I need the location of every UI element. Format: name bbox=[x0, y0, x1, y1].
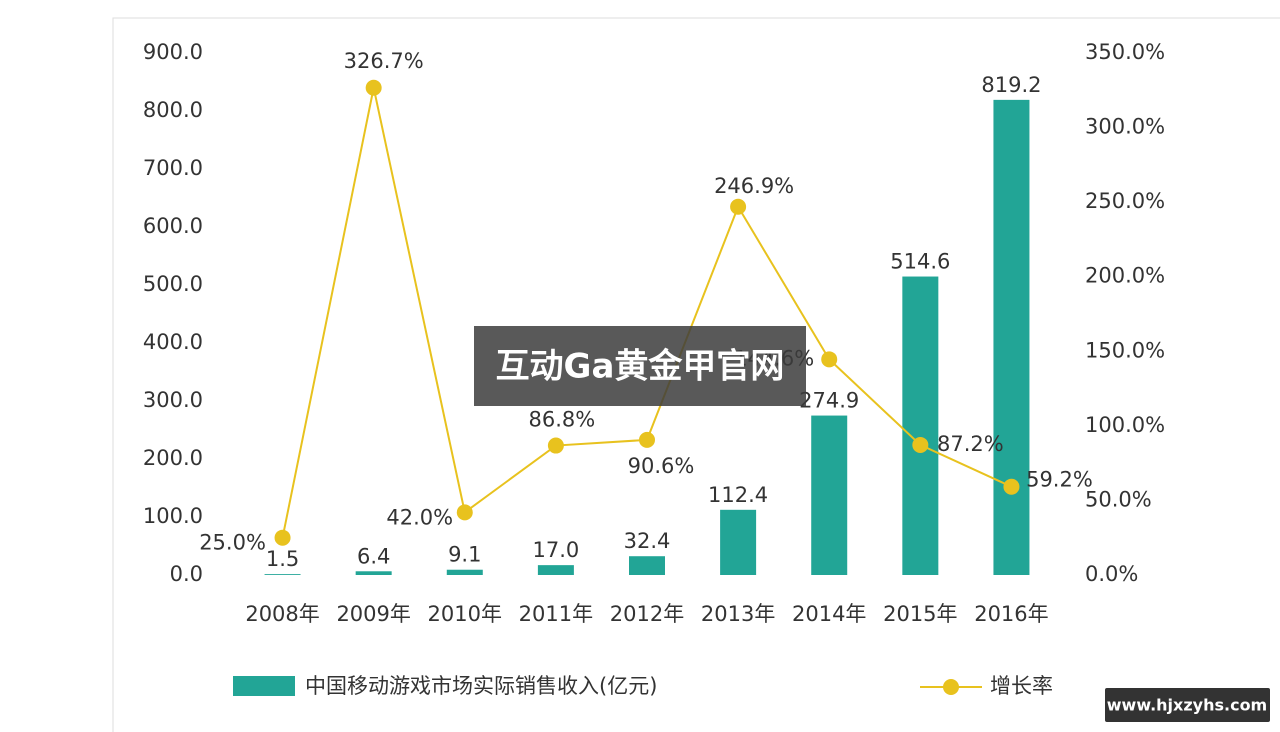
line-value-label: 246.9% bbox=[714, 174, 794, 198]
x-tick-label: 2014年 bbox=[792, 602, 866, 626]
overlay-box bbox=[474, 326, 806, 406]
y-tick-label: 400.0 bbox=[143, 330, 203, 354]
bar-value-label: 1.5 bbox=[266, 547, 299, 571]
overlay-text: 互动Ga黄金甲官网 bbox=[496, 347, 785, 387]
y2-tick-label: 100.0% bbox=[1085, 413, 1165, 437]
badge-box bbox=[1105, 688, 1270, 722]
bar bbox=[264, 574, 301, 575]
line-point bbox=[365, 79, 382, 96]
y-tick-label: 300.0 bbox=[143, 388, 203, 412]
line-point bbox=[821, 351, 838, 368]
bar bbox=[720, 509, 757, 575]
chart-frame bbox=[112, 17, 1280, 732]
line-point bbox=[912, 436, 929, 453]
line-point bbox=[547, 437, 564, 454]
y2-tick-label: 150.0% bbox=[1085, 338, 1165, 362]
x-tick-label: 2016年 bbox=[974, 602, 1048, 626]
x-tick-label: 2012年 bbox=[610, 602, 684, 626]
bar-value-label: 6.4 bbox=[357, 544, 390, 568]
legend-label: 增长率 bbox=[990, 674, 1053, 698]
y2-tick-label: 0.0% bbox=[1085, 562, 1138, 586]
y-tick-label: 700.0 bbox=[143, 156, 203, 180]
bar-value-label: 32.4 bbox=[624, 529, 671, 553]
y2-tick-label: 250.0% bbox=[1085, 189, 1165, 213]
y-tick-label: 100.0 bbox=[143, 504, 203, 528]
line-point bbox=[456, 504, 473, 521]
bar-value-label: 9.1 bbox=[448, 543, 481, 567]
bar-value-label: 17.0 bbox=[533, 538, 580, 562]
bar bbox=[811, 415, 848, 575]
line-value-label: 90.6% bbox=[628, 454, 695, 478]
bar-value-label: 112.4 bbox=[708, 483, 768, 507]
bar bbox=[993, 99, 1030, 575]
y-tick-label: 600.0 bbox=[143, 214, 203, 238]
bar bbox=[629, 556, 665, 575]
line-value-label: 59.2% bbox=[1026, 468, 1093, 492]
bar bbox=[355, 571, 392, 575]
badge-text: www.hjxzyhs.com bbox=[1107, 696, 1267, 715]
x-tick-label: 2009年 bbox=[336, 602, 410, 626]
bar bbox=[446, 569, 483, 575]
bar-value-label: 819.2 bbox=[981, 73, 1041, 97]
y2-tick-label: 350.0% bbox=[1085, 40, 1165, 64]
bar bbox=[902, 276, 939, 575]
line-value-label: 42.0% bbox=[386, 505, 453, 529]
bar-value-label: 274.9 bbox=[799, 389, 859, 413]
legend-swatch-marker bbox=[943, 679, 959, 695]
line-point bbox=[1003, 478, 1020, 495]
y-tick-label: 0.0 bbox=[170, 562, 203, 586]
y-tick-label: 200.0 bbox=[143, 446, 203, 470]
x-tick-label: 2015年 bbox=[883, 602, 957, 626]
y-tick-label: 500.0 bbox=[143, 272, 203, 296]
line-point bbox=[730, 198, 747, 215]
y-tick-label: 800.0 bbox=[143, 98, 203, 122]
bar-value-label: 514.6 bbox=[890, 250, 950, 274]
legend-swatch bbox=[233, 676, 295, 696]
y2-tick-label: 50.0% bbox=[1085, 487, 1152, 511]
y2-tick-label: 200.0% bbox=[1085, 264, 1165, 288]
x-tick-label: 2010年 bbox=[428, 602, 502, 626]
legend-label: 中国移动游戏市场实际销售收入(亿元) bbox=[305, 674, 657, 698]
line-point bbox=[639, 431, 655, 448]
bar bbox=[537, 565, 574, 575]
x-tick-label: 2008年 bbox=[245, 602, 319, 626]
y-tick-label: 900.0 bbox=[143, 40, 203, 64]
line-value-label: 326.7% bbox=[344, 49, 424, 73]
line-value-label: 25.0% bbox=[199, 531, 266, 555]
x-tick-label: 2013年 bbox=[701, 602, 775, 626]
y2-tick-label: 300.0% bbox=[1085, 115, 1165, 139]
line-point bbox=[274, 529, 291, 546]
x-tick-label: 2011年 bbox=[519, 602, 593, 626]
line-value-label: 87.2% bbox=[937, 432, 1004, 456]
line-value-label: 86.8% bbox=[529, 408, 596, 432]
